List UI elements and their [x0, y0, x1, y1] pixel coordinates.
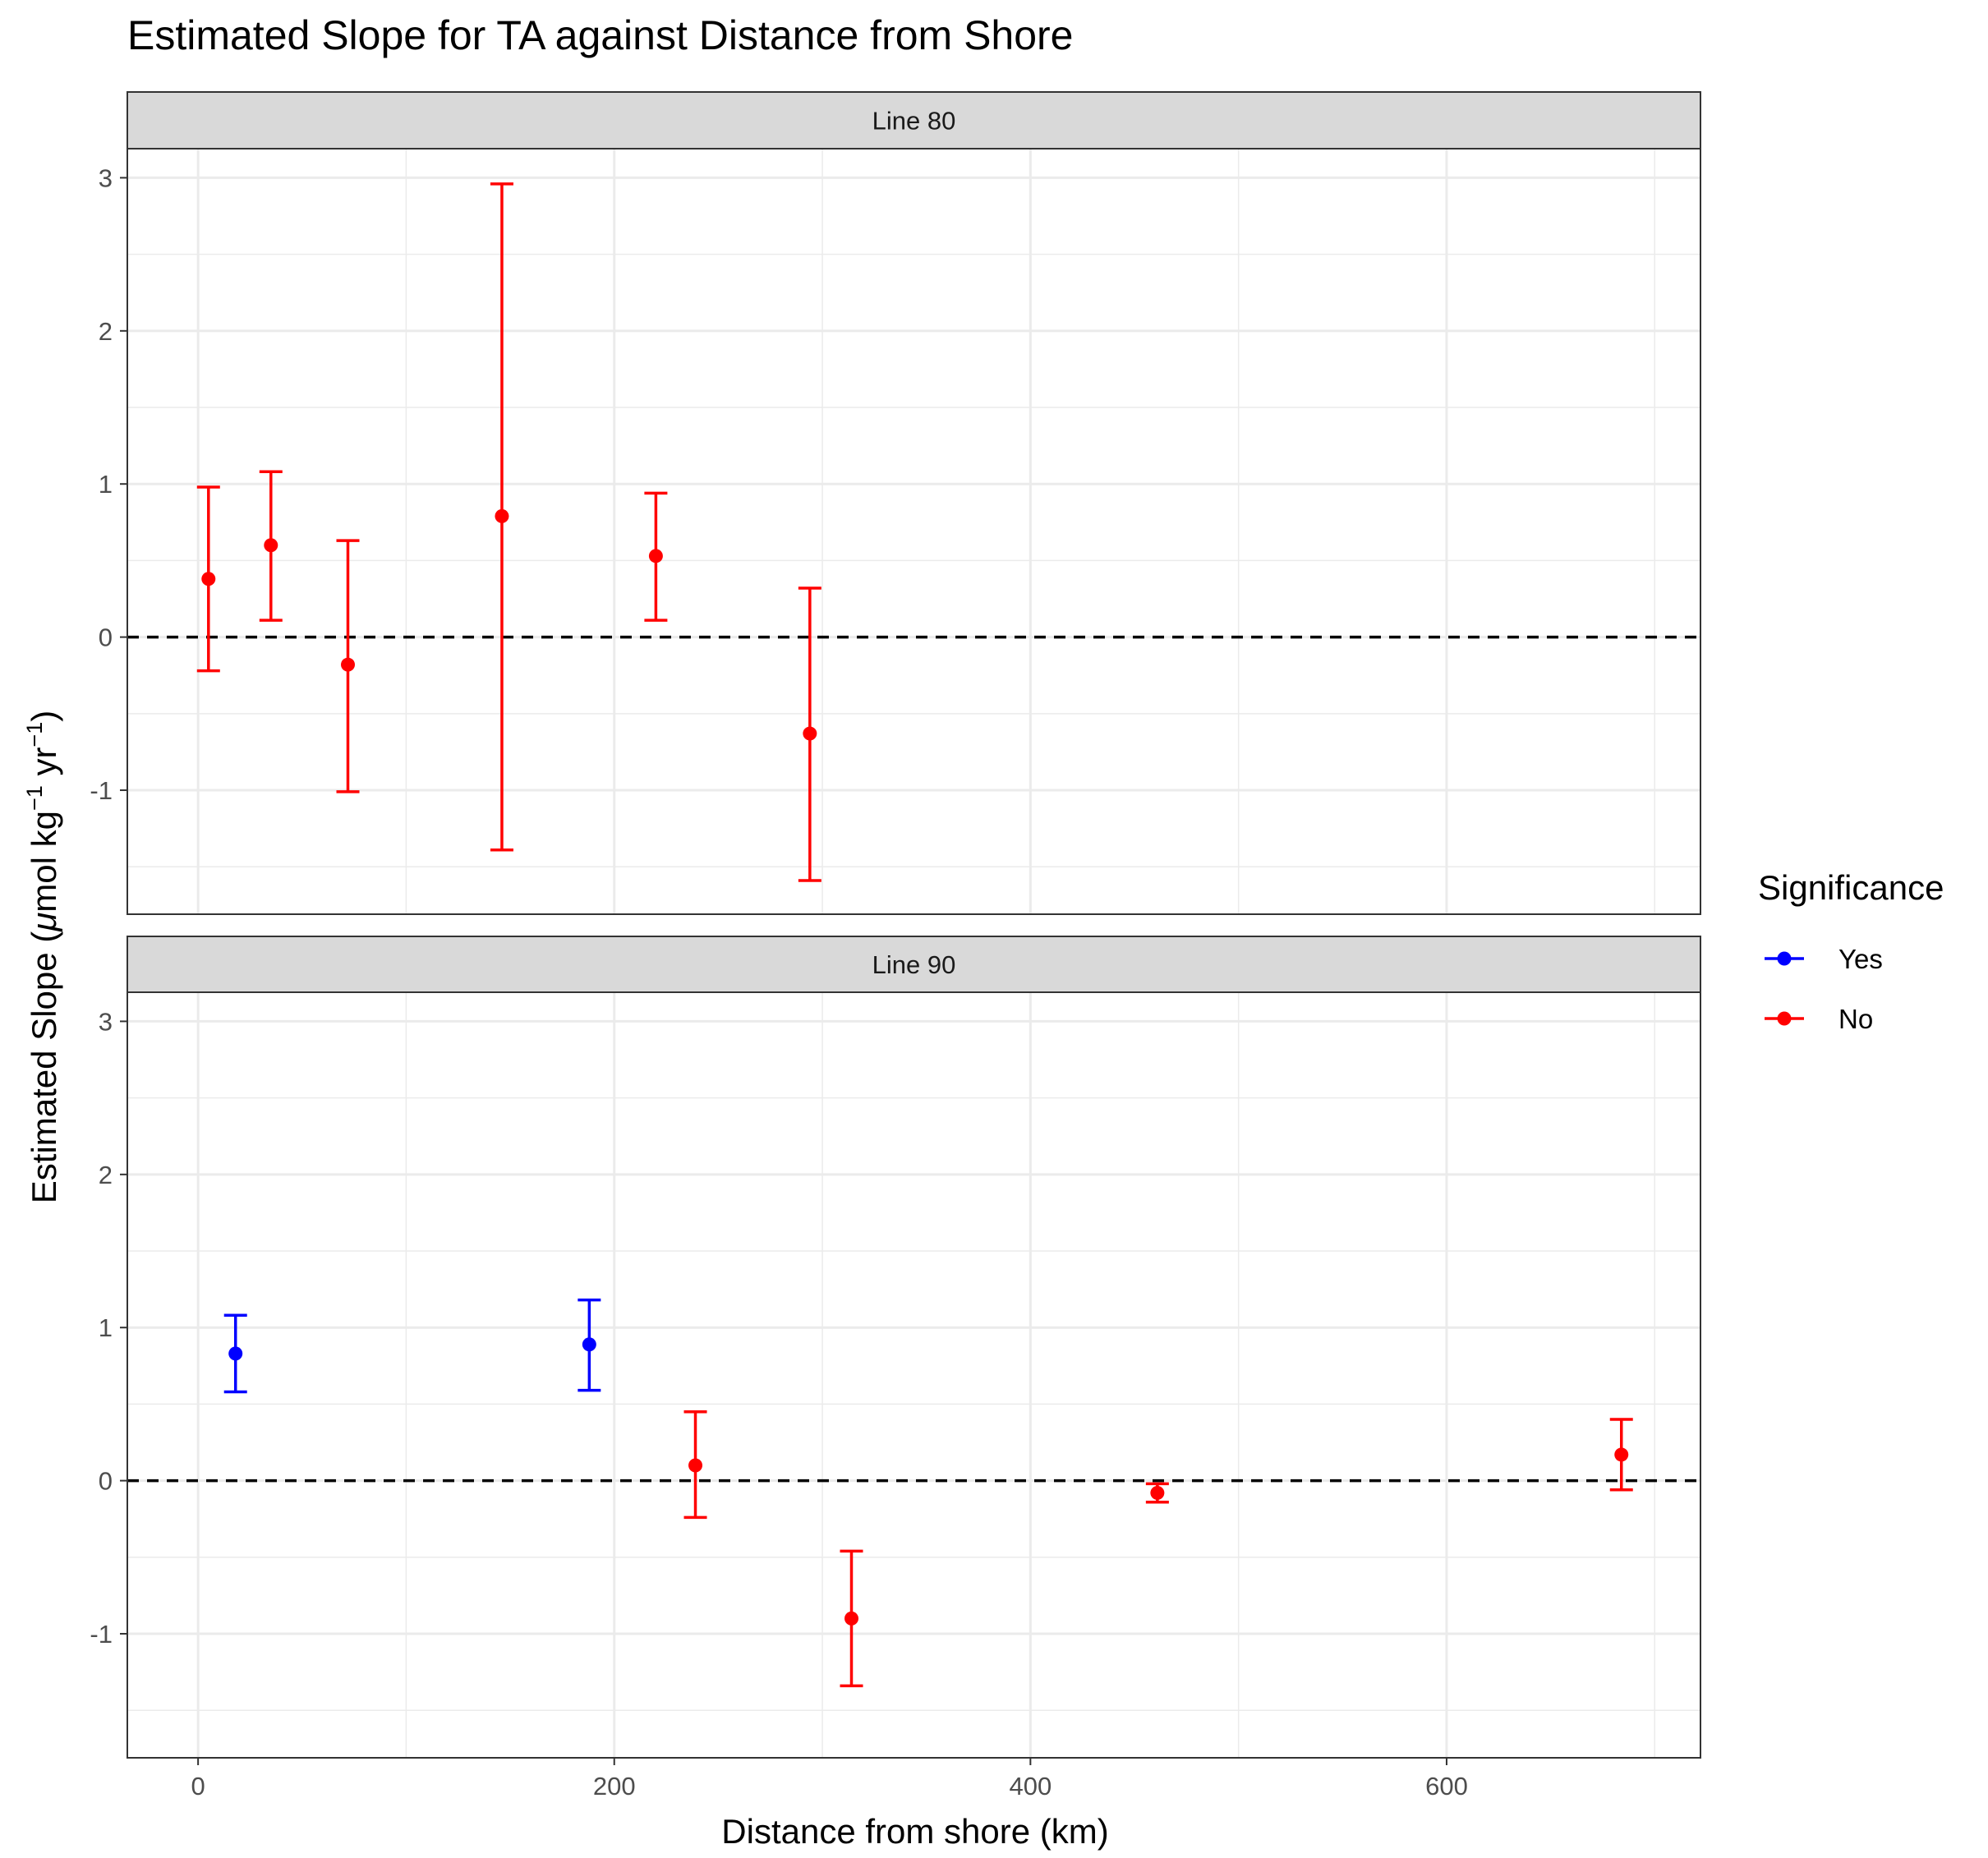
panel-border [127, 148, 1701, 915]
data-point [228, 1346, 243, 1361]
facet-strip-label: Line 90 [872, 950, 956, 979]
facet-strip [127, 91, 1701, 149]
data-point [1150, 1486, 1165, 1501]
data-point [648, 549, 663, 563]
panel-border [127, 991, 1701, 1759]
facet-strip-label: Line 80 [872, 107, 956, 136]
data-point [341, 657, 356, 672]
x-axis-label: Distance from shore (km) [721, 1812, 1108, 1851]
data-point [844, 1611, 859, 1626]
x-tick-label: 0 [191, 1772, 205, 1801]
panel-background [127, 992, 1700, 1758]
data-point [1614, 1447, 1629, 1462]
data-point [688, 1458, 703, 1473]
facet-panel: Line 90 -1 0 1 2 3 [90, 936, 1701, 1759]
y-tick-label: -1 [90, 1620, 113, 1649]
legend-title: Significance [1758, 868, 1944, 907]
legend-label: Yes [1838, 944, 1883, 974]
y-tick-label: 2 [99, 317, 113, 346]
data-point [495, 508, 509, 523]
legend-entry: Yes [1765, 944, 1883, 974]
x-tick-label: 600 [1425, 1772, 1468, 1801]
y-tick-label: 1 [99, 470, 113, 499]
legend-key-point [1777, 951, 1792, 966]
chart-title: Estimated Slope for TA against Distance … [127, 12, 1074, 58]
y-tick-label: 2 [99, 1161, 113, 1189]
x-tick-label: 200 [593, 1772, 636, 1801]
y-tick-label: 3 [99, 163, 113, 192]
y-tick-label: -1 [90, 776, 113, 805]
data-point [201, 572, 216, 586]
legend: Significance Yes No [1758, 868, 1944, 1034]
data-point [582, 1337, 596, 1352]
facet-strip [127, 936, 1701, 993]
legend-entry: No [1765, 1004, 1873, 1034]
x-axis: 0 200 400 600 [191, 1758, 1468, 1801]
y-tick-label: 0 [99, 1467, 113, 1496]
y-tick-label: 3 [99, 1007, 113, 1036]
y-tick-label: 0 [99, 623, 113, 652]
facet-panel: Line 80 -1 0 1 2 3 [90, 91, 1701, 915]
data-point [264, 538, 278, 553]
legend-key-point [1777, 1011, 1792, 1026]
panel-background [127, 149, 1700, 914]
y-axis-label: Estimated Slope (μmol kg−1 yr−1) [22, 711, 63, 1203]
y-tick-label: 1 [99, 1313, 113, 1342]
x-tick-label: 400 [1009, 1772, 1052, 1801]
facet-panels: Line 80 -1 0 1 2 3 Line 90 -1 0 1 2 3 [90, 91, 1701, 1759]
data-point [803, 726, 817, 741]
legend-label: No [1838, 1004, 1873, 1034]
